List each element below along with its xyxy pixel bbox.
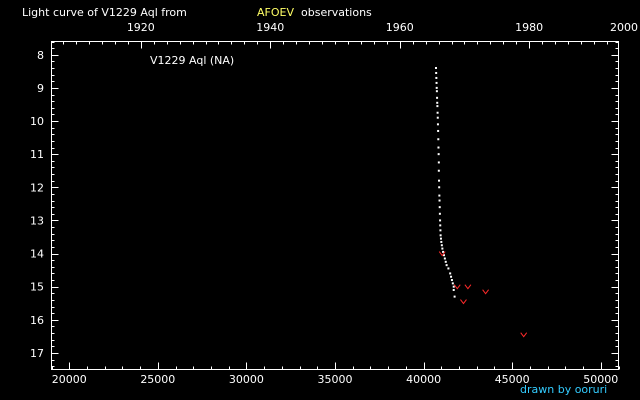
top-year-label: 1920 [127,21,155,34]
upper-limit-point [482,289,490,295]
data-points [434,67,528,338]
top-year-label: 1960 [386,21,414,34]
visual-point [436,105,439,108]
visual-point [445,264,448,267]
visual-point [435,71,438,74]
visual-point [452,285,455,288]
chart-title-prefix: Light curve of V1229 Aql from [22,6,187,19]
visual-point [436,101,439,104]
visual-point [451,282,454,285]
x-tick-label: 20000 [52,373,87,386]
y-tick-label: 13 [30,214,44,227]
upper-limit-point [464,284,472,290]
visual-point [442,254,445,257]
visual-point [435,81,438,84]
visual-point [439,237,442,240]
top-year-label: 1940 [256,21,284,34]
visual-point [437,138,440,141]
visual-point [453,295,456,298]
visual-point [449,272,452,275]
x-tick-label: 35000 [318,373,353,386]
visual-point [436,96,439,99]
y-tick-label: 16 [30,314,44,327]
visual-point [437,129,440,132]
visual-point [452,288,455,291]
y-tick-label: 12 [30,181,44,194]
x-axis-tick-labels: 20000 25000 30000 35000 40000 45000 50000 [52,373,619,386]
visual-point [439,229,442,232]
y-tick-label: 9 [37,82,44,95]
y-tick-label: 14 [30,248,44,261]
top-year-tick-labels: 1920 1940 1960 1980 2000 [127,21,638,34]
visual-point [435,76,438,79]
visual-point [439,224,442,227]
visual-point [441,247,444,250]
visual-point [437,169,440,172]
visual-point [440,240,443,243]
visual-point [437,153,440,156]
visual-point [440,244,443,247]
visual-point [442,250,445,253]
visual-point [435,90,438,93]
x-tick-label: 25000 [140,373,175,386]
upper-limit-point [520,332,528,338]
visual-point [450,275,453,278]
y-tick-label: 10 [30,115,44,128]
visual-point [436,123,439,126]
chart-title-suffix: observations [301,6,372,19]
y-tick-label: 15 [30,281,44,294]
visual-point [438,179,441,182]
y-axis-tick-labels: 8 9 10 11 12 13 14 15 16 17 [30,49,44,360]
visual-point [438,212,441,215]
top-year-label: 1980 [515,21,543,34]
visual-point [438,186,441,189]
visual-point [450,279,453,282]
y-tick-label: 8 [37,49,44,62]
visual-point [438,206,441,209]
visual-point [439,234,442,237]
credit-label: drawn by ooruri [520,383,607,396]
x-tick-label: 45000 [495,373,530,386]
visual-point [437,146,440,149]
visual-point [436,116,439,119]
star-name-label: V1229 Aql (NA) [150,54,234,67]
upper-limit-point [438,251,446,257]
x-tick-label: 30000 [229,373,264,386]
visual-point [439,219,442,222]
visual-point [443,257,446,260]
x-tick-label: 50000 [583,373,618,386]
y-tick-label: 11 [30,148,44,161]
axis-ticks [51,41,620,370]
x-tick-label: 40000 [406,373,441,386]
y-tick-label: 17 [30,347,44,360]
visual-point [434,67,437,70]
upper-limit-point [460,299,467,305]
top-year-label: 2000 [610,21,638,34]
visual-point [437,161,440,164]
chart-title-source: AFOEV [257,6,294,19]
visual-point [435,86,438,89]
visual-point [438,194,441,197]
visual-point [444,260,447,263]
visual-point [436,111,439,114]
visual-point [438,199,441,202]
visual-point [447,267,450,270]
upper-limit-point [453,284,461,290]
